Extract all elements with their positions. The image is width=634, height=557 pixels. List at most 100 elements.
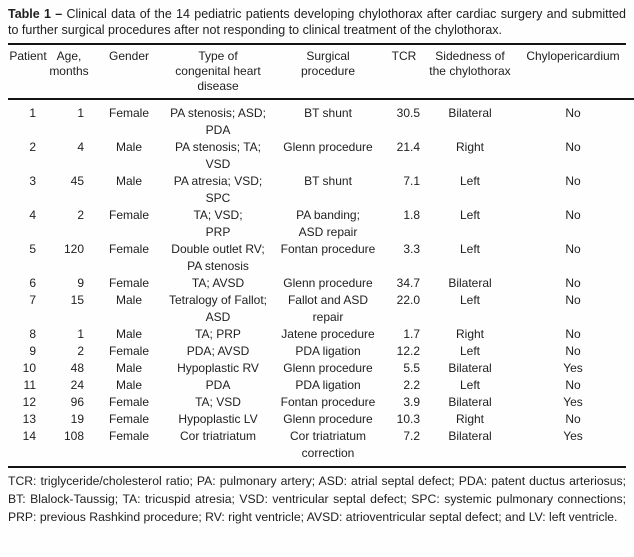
column-header-tcr: TCR — [384, 45, 428, 100]
cell-tcr: 2.2 — [403, 378, 420, 392]
cell-age: 1 — [77, 327, 84, 341]
cell-sidedness: Bilateral — [448, 395, 492, 409]
table-row: 13 19 Female Hypoplastic LV Glenn proced… — [8, 411, 634, 428]
table-caption-label: Table 1 – — [8, 7, 63, 21]
cell-patient: 13 — [22, 412, 36, 426]
table-footnote: TCR: triglyceride/cholesterol ratio; PA:… — [8, 466, 626, 526]
cell-sidedness: Left — [459, 174, 480, 188]
cell-gender: Female — [108, 429, 149, 443]
cell-disease: Hypoplastic RV — [177, 361, 259, 375]
cell-tcr: 22.0 — [396, 293, 420, 307]
cell-disease: PA stenosis; ASD; PDA — [170, 106, 266, 137]
cell-patient: 7 — [29, 293, 36, 307]
cell-sidedness: Left — [459, 344, 480, 358]
table-caption-text: Clinical data of the 14 pediatric patien… — [8, 7, 626, 37]
table-row: 8 1 Male TA; PRP Jatene procedure 1.7 Ri… — [8, 326, 634, 343]
cell-tcr: 12.2 — [396, 344, 420, 358]
cell-patient: 10 — [22, 361, 36, 375]
table-row: 1 1 Female PA stenosis; ASD; PDA BT shun… — [8, 99, 634, 139]
cell-gender: Male — [115, 378, 142, 392]
cell-chylopericardium: No — [565, 140, 581, 154]
cell-procedure: PA banding; ASD repair — [296, 208, 360, 239]
column-header-age: Age, months — [48, 45, 94, 100]
cell-age: 108 — [63, 429, 84, 443]
cell-patient: 14 — [22, 429, 36, 443]
table-row: 9 2 Female PDA; AVSD PDA ligation 12.2 L… — [8, 343, 634, 360]
table-row: 4 2 Female TA; VSD; PRP PA banding; ASD … — [8, 207, 634, 241]
cell-gender: Male — [115, 293, 142, 307]
cell-tcr: 10.3 — [396, 412, 420, 426]
table-row: 12 96 Female TA; VSD Fontan procedure 3.… — [8, 394, 634, 411]
cell-procedure: Cor triatriatum correction — [289, 429, 366, 460]
cell-patient: 5 — [29, 242, 36, 256]
cell-disease: TA; VSD; PRP — [193, 208, 243, 239]
column-header-gender: Gender — [94, 45, 164, 100]
cell-gender: Female — [108, 242, 149, 256]
cell-procedure: Glenn procedure — [283, 140, 373, 154]
table-row: 10 48 Male Hypoplastic RV Glenn procedur… — [8, 360, 634, 377]
cell-disease: Tetralogy of Fallot; ASD — [168, 293, 268, 324]
table-row: 7 15 Male Tetralogy of Fallot; ASD Fallo… — [8, 292, 634, 326]
cell-chylopericardium: No — [565, 106, 581, 120]
table-row: 11 24 Male PDA PDA ligation 2.2 Left No — [8, 377, 634, 394]
cell-patient: 6 — [29, 276, 36, 290]
cell-sidedness: Left — [459, 208, 480, 222]
cell-sidedness: Left — [459, 378, 480, 392]
table-row: 5 120 Female Double outlet RV; PA stenos… — [8, 241, 634, 275]
cell-tcr: 7.2 — [403, 429, 420, 443]
cell-patient: 12 — [22, 395, 36, 409]
cell-chylopericardium: No — [565, 293, 581, 307]
cell-patient: 3 — [29, 174, 36, 188]
table-header-row: Patient Age, months Gender Type of conge… — [8, 45, 634, 100]
cell-sidedness: Bilateral — [448, 361, 492, 375]
cell-sidedness: Right — [455, 327, 484, 341]
cell-sidedness: Right — [455, 140, 484, 154]
cell-age: 120 — [63, 242, 84, 256]
cell-gender: Male — [115, 327, 142, 341]
cell-chylopericardium: No — [565, 242, 581, 256]
cell-chylopericardium: No — [565, 327, 581, 341]
cell-chylopericardium: No — [565, 208, 581, 222]
cell-age: 19 — [70, 412, 84, 426]
cell-disease: Double outlet RV; PA stenosis — [171, 242, 265, 273]
cell-chylopericardium: Yes — [563, 429, 583, 443]
cell-tcr: 30.5 — [396, 106, 420, 120]
cell-procedure: Jatene procedure — [281, 327, 375, 341]
cell-gender: Female — [108, 276, 149, 290]
cell-age: 4 — [77, 140, 84, 154]
cell-tcr: 1.8 — [403, 208, 420, 222]
column-header-chylopericardium: Chylopericardium — [512, 45, 634, 100]
column-header-disease: Type of congenital heart disease — [164, 45, 272, 100]
cell-procedure: Glenn procedure — [283, 276, 373, 290]
column-header-sidedness: Sidedness of the chylothorax — [428, 45, 512, 100]
cell-disease: TA; PRP — [195, 327, 241, 341]
cell-disease: PDA — [205, 378, 231, 392]
cell-patient: 8 — [29, 327, 36, 341]
cell-procedure: BT shunt — [304, 174, 352, 188]
cell-age: 2 — [77, 208, 84, 222]
cell-tcr: 3.9 — [403, 395, 420, 409]
cell-chylopericardium: No — [565, 378, 581, 392]
cell-age: 15 — [70, 293, 84, 307]
column-header-patient: Patient — [8, 45, 48, 100]
cell-tcr: 34.7 — [396, 276, 420, 290]
cell-procedure: PDA ligation — [295, 378, 361, 392]
table-header: Patient Age, months Gender Type of conge… — [8, 45, 634, 100]
cell-age: 96 — [70, 395, 84, 409]
cell-age: 48 — [70, 361, 84, 375]
cell-disease: PDA; AVSD — [186, 344, 250, 358]
cell-chylopericardium: Yes — [563, 361, 583, 375]
cell-chylopericardium: No — [565, 412, 581, 426]
table-row: 3 45 Male PA atresia; VSD; SPC BT shunt … — [8, 173, 634, 207]
table-row: 14 108 Female Cor triatriatum Cor triatr… — [8, 428, 634, 466]
cell-sidedness: Bilateral — [448, 276, 492, 290]
cell-tcr: 1.7 — [403, 327, 420, 341]
cell-tcr: 3.3 — [403, 242, 420, 256]
cell-patient: 11 — [23, 378, 36, 392]
cell-age: 1 — [77, 106, 84, 120]
cell-gender: Male — [115, 140, 142, 154]
cell-tcr: 5.5 — [403, 361, 420, 375]
cell-disease: Cor triatriatum — [179, 429, 256, 443]
table-row: 6 9 Female TA; AVSD Glenn procedure 34.7… — [8, 275, 634, 292]
